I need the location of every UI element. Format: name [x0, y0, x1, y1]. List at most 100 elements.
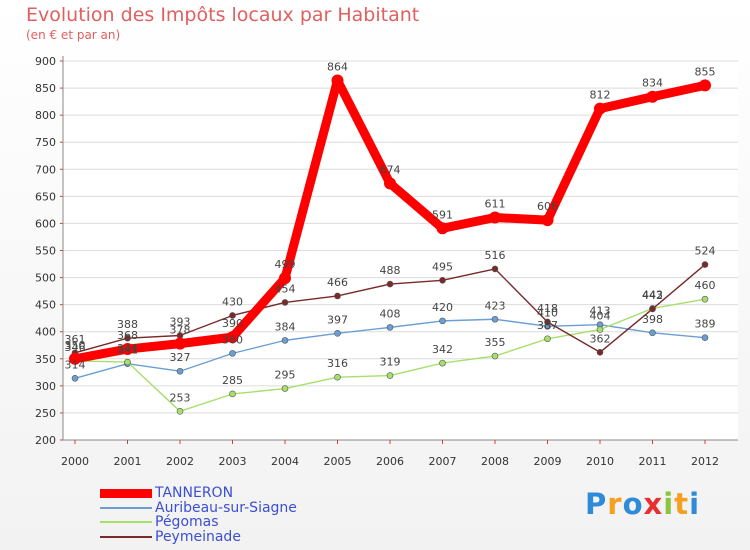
logo-letter: P [585, 487, 608, 521]
data-label: 344 [117, 342, 138, 355]
data-label: 342 [432, 343, 453, 356]
x-tick-label: 2001 [114, 455, 142, 468]
logo-letter: o [622, 487, 644, 521]
y-tick-label: 800 [35, 109, 56, 122]
data-label: 420 [432, 301, 453, 314]
data-point [176, 408, 184, 415]
legend-swatch [100, 488, 152, 498]
legend-swatch [100, 506, 152, 509]
x-tick-label: 2005 [324, 455, 352, 468]
y-tick-label: 350 [35, 353, 56, 366]
data-point [229, 350, 236, 357]
data-point [229, 312, 236, 319]
data-point [386, 324, 394, 331]
chart-title: Evolution des Impôts locaux par Habitant [26, 4, 420, 26]
data-point [491, 265, 499, 273]
logo-letter: x [643, 487, 664, 521]
data-label: 350 [65, 339, 86, 352]
data-label: 864 [327, 60, 348, 73]
data-label: 812 [590, 89, 611, 102]
gridlines [63, 60, 738, 441]
x-tick-label: 2002 [166, 455, 194, 468]
data-point [281, 299, 289, 306]
data-label: 442 [642, 289, 663, 302]
data-point [124, 358, 131, 366]
legend-label: Peymeinade [155, 528, 241, 545]
data-point [491, 315, 499, 323]
data-label: 516 [485, 249, 506, 262]
y-tick-label: 200 [35, 434, 56, 447]
data-label: 319 [380, 356, 401, 369]
data-point [701, 334, 709, 341]
data-label: 460 [695, 279, 716, 292]
data-label: 591 [432, 208, 453, 221]
data-point [121, 343, 134, 356]
data-point [541, 214, 554, 227]
data-label: 413 [590, 305, 611, 318]
legend-swatch [100, 535, 152, 538]
data-point [124, 334, 131, 342]
y-tick-label: 650 [35, 190, 56, 203]
data-point [544, 318, 551, 326]
data-label: 378 [170, 324, 191, 337]
data-label: 327 [170, 351, 191, 364]
data-label: 495 [432, 260, 453, 273]
data-label: 314 [65, 358, 86, 371]
data-label: 346 [65, 341, 86, 354]
x-tick-label: 2008 [481, 455, 509, 468]
data-point [491, 352, 499, 360]
data-label: 430 [222, 295, 243, 308]
x-tick-label: 2011 [639, 455, 667, 468]
y-tick-label: 550 [35, 245, 56, 258]
data-point [439, 317, 446, 325]
data-point [279, 272, 291, 285]
data-point [699, 79, 711, 92]
x-tick-label: 2009 [534, 455, 562, 468]
data-point [439, 359, 446, 367]
y-tick-label: 750 [35, 136, 56, 149]
data-label: 674 [380, 163, 401, 176]
data-label: 397 [327, 313, 348, 326]
legend-swatch [100, 521, 152, 523]
data-label: 499 [275, 258, 296, 271]
data-label: 362 [590, 332, 611, 345]
data-point [646, 90, 659, 103]
data-label: 389 [695, 318, 716, 331]
x-tick-label: 2010 [586, 455, 614, 468]
x-tick-label: 2012 [691, 455, 719, 468]
data-label: 361 [65, 333, 86, 346]
logo-letter: i [663, 487, 675, 521]
proxiti-logo: Proxiti [585, 487, 700, 521]
y-tick-label: 250 [35, 407, 56, 420]
x-tick-label: 2004 [271, 455, 299, 468]
logo-letter: t [674, 487, 690, 521]
y-tick-label: 400 [35, 326, 56, 339]
data-point [69, 352, 81, 365]
data-point [439, 276, 446, 284]
data-point [334, 330, 341, 337]
data-label: 316 [327, 357, 348, 370]
data-point [229, 390, 236, 398]
data-label: 387 [537, 319, 558, 332]
data-label: 454 [275, 282, 296, 295]
data-label: 443 [642, 288, 663, 301]
y-tick-label: 500 [35, 272, 56, 285]
y-tick-label: 900 [35, 55, 56, 68]
data-label: 398 [642, 313, 663, 326]
data-point [596, 348, 604, 356]
data-label: 404 [590, 310, 611, 323]
legend-label: Auribeau-sur-Siagne [155, 499, 297, 516]
data-point [436, 222, 449, 235]
data-point [384, 177, 396, 190]
data-point [226, 331, 239, 344]
data-point [594, 102, 606, 115]
data-label: 390 [222, 317, 243, 330]
data-point [281, 337, 289, 344]
data-label: 418 [537, 302, 558, 315]
data-point [71, 374, 79, 382]
data-point [281, 385, 289, 392]
logo-letter: i [689, 487, 701, 521]
y-tick-label: 700 [35, 163, 56, 176]
